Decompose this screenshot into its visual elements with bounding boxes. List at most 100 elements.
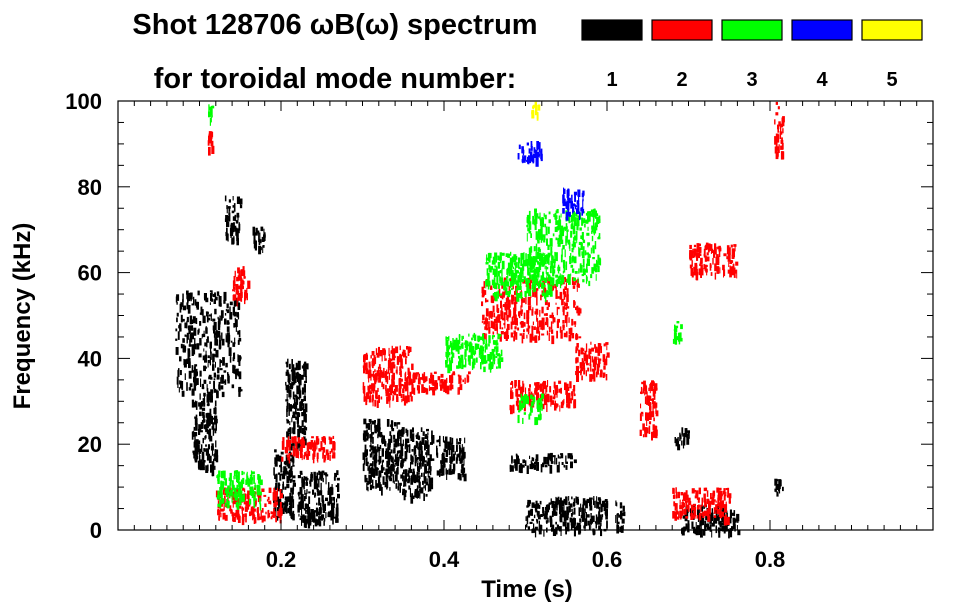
- spectral-mark: [321, 495, 324, 502]
- spectral-mark: [782, 128, 784, 134]
- spectral-mark: [410, 435, 413, 442]
- spectral-mark: [707, 515, 711, 522]
- spectral-mark: [508, 278, 511, 282]
- spectral-mark: [573, 237, 575, 245]
- spectral-mark: [373, 385, 376, 392]
- spectral-mark: [418, 462, 421, 470]
- spectral-mark: [287, 507, 290, 514]
- spectral-mark: [566, 294, 569, 303]
- spectral-mark: [726, 495, 729, 498]
- spectral-mark: [562, 208, 565, 214]
- spectral-mark: [588, 348, 592, 355]
- region-n=3-5: [517, 393, 545, 426]
- spectral-mark: [458, 361, 462, 369]
- spectral-mark: [212, 426, 215, 436]
- spectral-mark: [428, 378, 431, 384]
- spectral-mark: [554, 385, 558, 393]
- spectral-mark: [581, 274, 584, 277]
- spectral-mark: [722, 517, 724, 523]
- spectral-mark: [303, 519, 306, 528]
- spectral-mark: [675, 487, 677, 494]
- spectral-mark: [195, 423, 198, 431]
- spectral-mark: [199, 321, 202, 326]
- spectral-mark: [216, 475, 218, 479]
- spectral-mark: [293, 403, 295, 409]
- spectral-mark: [232, 513, 235, 522]
- spectral-mark: [416, 494, 418, 499]
- spectral-mark: [547, 318, 549, 328]
- spectral-mark: [532, 457, 535, 462]
- spectral-mark: [592, 210, 596, 218]
- spectral-mark: [699, 261, 703, 265]
- spectral-mark: [472, 334, 475, 338]
- spectral-mark: [392, 364, 396, 369]
- spectral-mark: [700, 257, 703, 264]
- spectral-mark: [648, 421, 652, 425]
- spectral-mark: [501, 252, 505, 256]
- spectral-mark: [543, 513, 545, 520]
- spectral-mark: [282, 481, 284, 488]
- spectral-mark: [534, 461, 537, 464]
- spectral-mark: [587, 253, 591, 258]
- spectral-mark: [576, 522, 579, 531]
- spectral-mark: [414, 489, 418, 498]
- spectral-mark: [511, 294, 514, 298]
- spectral-mark: [555, 237, 558, 241]
- spectral-mark: [253, 474, 255, 484]
- spectral-mark: [226, 221, 229, 228]
- spectral-mark: [648, 387, 650, 391]
- spectral-mark: [727, 269, 731, 274]
- spectral-mark: [288, 377, 290, 383]
- spectral-mark: [551, 329, 554, 334]
- spectral-mark: [317, 438, 320, 445]
- spectral-mark: [497, 290, 499, 299]
- spectral-mark: [556, 465, 560, 473]
- spectral-mark: [392, 474, 395, 483]
- spectral-mark: [543, 284, 546, 288]
- spectral-mark: [527, 156, 529, 164]
- spectral-mark: [561, 506, 564, 515]
- spectral-mark: [301, 508, 303, 516]
- spectral-mark: [399, 377, 402, 381]
- spectral-mark: [402, 393, 405, 402]
- spectral-mark: [723, 269, 726, 277]
- spectral-mark: [556, 226, 559, 231]
- spectral-mark: [214, 430, 217, 434]
- spectral-mark: [277, 496, 280, 506]
- spectral-mark: [559, 503, 562, 508]
- spectral-mark: [705, 242, 709, 250]
- spectral-mark: [379, 458, 381, 464]
- spectral-mark: [201, 451, 205, 461]
- spectral-mark: [425, 452, 427, 455]
- spectral-mark: [295, 406, 297, 415]
- spectral-mark: [262, 515, 266, 522]
- spectral-mark: [229, 356, 232, 363]
- spectral-mark: [559, 456, 561, 459]
- spectral-mark: [535, 231, 538, 240]
- spectral-mark: [210, 419, 213, 423]
- spectral-mark: [426, 428, 429, 432]
- spectral-mark: [234, 317, 236, 320]
- spectral-mark: [484, 349, 486, 353]
- spectral-mark: [571, 216, 574, 222]
- spectral-mark: [595, 225, 598, 231]
- spectral-mark: [518, 400, 522, 409]
- spectral-mark: [544, 265, 546, 270]
- spectral-mark: [205, 424, 207, 429]
- spectral-mark: [591, 347, 594, 352]
- spectral-mark: [565, 278, 568, 283]
- spectral-mark: [460, 358, 464, 362]
- spectral-mark: [556, 320, 559, 329]
- spectral-mark: [485, 321, 488, 330]
- spectral-mark: [363, 357, 365, 365]
- spectral-mark: [393, 480, 395, 484]
- spectral-mark: [540, 464, 543, 473]
- spectral-mark: [238, 481, 242, 491]
- spectral-mark: [219, 489, 223, 498]
- spectral-mark: [464, 454, 466, 459]
- spectral-mark: [514, 296, 518, 304]
- spectral-mark: [580, 503, 582, 512]
- spectral-mark: [379, 445, 382, 449]
- spectral-mark: [554, 262, 556, 268]
- spectral-mark: [245, 502, 248, 507]
